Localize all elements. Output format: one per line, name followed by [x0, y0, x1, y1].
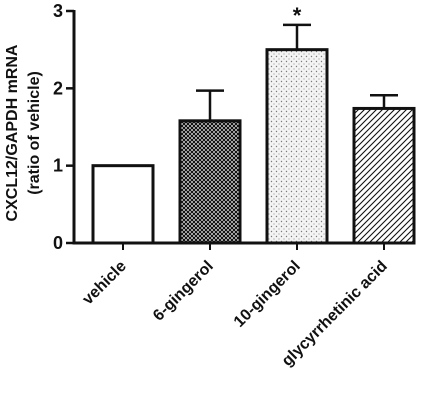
significance-marker-2: * — [293, 3, 302, 28]
x-tick-label-1: 6-gingerol — [150, 258, 217, 325]
y-axis-label-line-1: (ratio of vehicle) — [26, 71, 43, 195]
y-tick-label-3: 3 — [53, 1, 63, 21]
y-tick-label-1: 1 — [53, 156, 63, 176]
bar-0 — [91, 164, 155, 245]
x-tick-label-0: vehicle — [79, 258, 129, 308]
y-tick-label-2: 2 — [53, 78, 63, 98]
y-tick-label-0: 0 — [53, 233, 63, 253]
bar-1 — [178, 119, 242, 245]
bar-3 — [352, 106, 416, 245]
x-tick-label-2: 10-gingerol — [231, 258, 304, 331]
bar-2 — [265, 48, 329, 245]
y-axis-label-line-0: CXCL12/GAPDH mRNA — [4, 44, 21, 221]
